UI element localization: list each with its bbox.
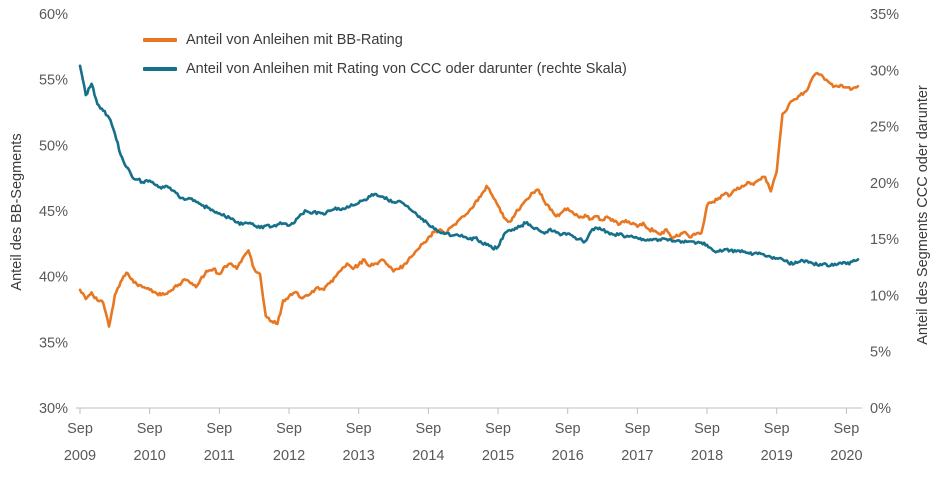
x-tick-month-label: Sep: [346, 421, 372, 437]
right-axis-tick-label: 35%: [870, 7, 899, 23]
left-axis-tick-label: 40%: [39, 270, 68, 286]
legend-item-ccc: Anteil von Anleihen mit Rating von CCC o…: [143, 61, 627, 77]
x-tick-month-label: Sep: [206, 421, 232, 437]
x-tick-month-label: Sep: [833, 421, 859, 437]
x-tick-year-label: 2012: [273, 448, 305, 464]
left-axis-tick-label: 60%: [39, 7, 68, 23]
left-axis-title: Anteil des BB-Segments: [9, 133, 25, 291]
x-tick-year-label: 2016: [552, 448, 584, 464]
x-tick-year-label: 2010: [134, 448, 166, 464]
x-tick-year-label: 2014: [412, 448, 444, 464]
x-tick-month-label: Sep: [555, 421, 581, 437]
right-axis-tick-label: 0%: [870, 401, 891, 417]
ccc-line: [78, 64, 860, 268]
x-tick-month-label: Sep: [415, 421, 441, 437]
x-tick-month-label: Sep: [276, 421, 302, 437]
left-axis-tick-label: 35%: [39, 335, 68, 351]
x-tick-month-label: Sep: [624, 421, 650, 437]
ccc-line-swatch: [143, 67, 177, 71]
x-tick-year-label: 2018: [691, 448, 723, 464]
x-tick-month-label: Sep: [137, 421, 163, 437]
left-axis-tick-label: 55%: [39, 73, 68, 89]
bb-line: [78, 71, 860, 328]
left-axis-tick-label: 30%: [39, 401, 68, 417]
right-axis-tick-label: 5%: [870, 345, 891, 361]
right-axis-tick-label: 15%: [870, 232, 899, 248]
x-tick-month-label: Sep: [694, 421, 720, 437]
right-axis-tick-label: 30%: [870, 63, 899, 79]
legend-label-bb: Anteil von Anleihen mit BB-Rating: [186, 32, 403, 48]
legend-label-ccc: Anteil von Anleihen mit Rating von CCC o…: [186, 61, 627, 77]
x-tick-month-label: Sep: [67, 421, 93, 437]
x-tick-year-label: 2017: [621, 448, 653, 464]
x-tick-year-label: 2009: [64, 448, 96, 464]
bb-line-swatch: [143, 38, 177, 42]
legend-item-bb: Anteil von Anleihen mit BB-Rating: [143, 32, 627, 48]
legend: Anteil von Anleihen mit BB-Rating Anteil…: [143, 32, 627, 77]
x-tick-year-label: 2019: [761, 448, 793, 464]
right-axis-tick-label: 20%: [870, 176, 899, 192]
x-tick-month-label: Sep: [485, 421, 511, 437]
x-tick-year-label: 2011: [204, 448, 235, 464]
right-axis-title: Anteil des Segments CCC oder darunter: [915, 85, 931, 345]
left-axis-tick-label: 45%: [39, 204, 68, 220]
right-axis-tick-label: 25%: [870, 120, 899, 136]
right-axis-tick-label: 10%: [870, 288, 899, 304]
left-axis-tick-label: 50%: [39, 138, 68, 154]
x-tick-year-label: 2020: [830, 448, 862, 464]
x-tick-year-label: 2015: [482, 448, 514, 464]
x-tick-month-label: Sep: [764, 421, 790, 437]
x-tick-year-label: 2013: [343, 448, 375, 464]
